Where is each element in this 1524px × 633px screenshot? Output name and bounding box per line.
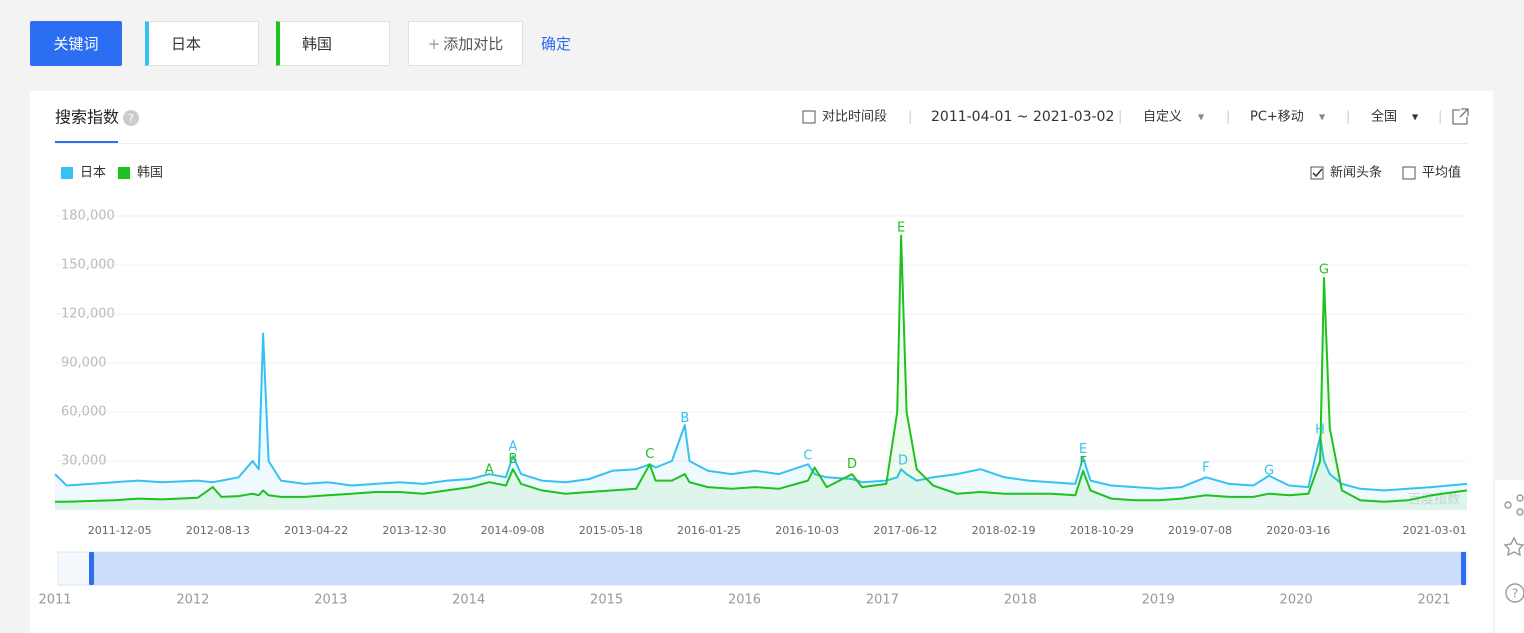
y-tick-label: 30,000 — [61, 454, 107, 469]
add-compare-label: 添加对比 — [443, 35, 504, 53]
legend-swatch — [61, 167, 73, 179]
navigator-year: 2018 — [1004, 593, 1037, 608]
x-tick-label: 2018-10-29 — [1070, 524, 1134, 537]
check-mark — [1312, 168, 1323, 178]
navigator-year: 2021 — [1417, 593, 1450, 608]
series-area — [55, 235, 1467, 510]
dropdown-arrow: ▼ — [1198, 113, 1205, 122]
news-annotation: E — [897, 221, 905, 236]
region-select[interactable]: 全国 — [1371, 109, 1397, 125]
navigator-year: 2013 — [314, 593, 347, 608]
separator: | — [1346, 110, 1350, 125]
x-tick-label: 2017-06-12 — [873, 524, 937, 537]
news-annotation: H — [1315, 422, 1325, 437]
x-tick-label: 2021-03-01 — [1403, 524, 1467, 537]
average-label: 平均值 — [1422, 165, 1461, 181]
x-tick-label: 2020-03-16 — [1266, 524, 1330, 537]
panel — [30, 91, 1493, 633]
navigator-year: 2014 — [452, 593, 485, 608]
news-annotation: B — [508, 452, 517, 467]
help-icon-mark: ? — [128, 112, 134, 125]
x-tick-label: 2011-12-05 — [88, 524, 152, 537]
series-area — [55, 333, 1467, 510]
x-tick-label: 2018-02-19 — [972, 524, 1036, 537]
x-tick-label: 2015-05-18 — [579, 524, 643, 537]
plus-icon: + — [427, 34, 441, 53]
news-annotation: E — [1079, 442, 1087, 457]
news-annotation: A — [485, 462, 494, 477]
separator: | — [1226, 110, 1230, 125]
average-checkbox[interactable] — [1402, 166, 1416, 180]
period-select[interactable]: 自定义 — [1143, 110, 1182, 125]
help-side-icon[interactable]: ? — [1512, 587, 1518, 601]
navigator-year: 2016 — [728, 593, 761, 608]
watermark: 百度指数 — [1408, 492, 1460, 508]
navigator-selection[interactable] — [91, 552, 1464, 585]
x-tick-label: 2013-04-22 — [284, 524, 348, 537]
news-annotation: G — [1319, 262, 1329, 277]
x-tick-label: 2016-01-25 — [677, 524, 741, 537]
side-toolbar — [1495, 480, 1524, 633]
navigator-year: 2015 — [590, 593, 623, 608]
device-select[interactable]: PC+移动 — [1250, 110, 1304, 125]
dropdown-arrow: ▼ — [1319, 113, 1326, 122]
keyword-input[interactable]: 日本 — [145, 21, 259, 66]
x-tick-label: 2016-10-03 — [775, 524, 839, 537]
x-tick-label: 2014-09-08 — [481, 524, 545, 537]
navigator-year: 2012 — [176, 593, 209, 608]
series-line — [55, 234, 1468, 503]
y-tick-label: 60,000 — [61, 405, 107, 420]
separator: | — [908, 110, 912, 125]
news-annotation: C — [645, 447, 654, 462]
dropdown-arrow: ▼ — [1412, 113, 1419, 122]
keyword-input[interactable]: 韩国 — [276, 21, 390, 66]
news-annotation: C — [803, 449, 812, 464]
compare-checkbox[interactable] — [802, 110, 816, 124]
date-range[interactable]: 2011-04-01 ~ 2021-03-02 — [931, 109, 1114, 125]
tab-underline — [55, 141, 118, 143]
confirm-link[interactable]: 确定 — [541, 35, 572, 53]
news-annotation: G — [1264, 463, 1274, 478]
news-label: 新闻头条 — [1330, 165, 1382, 181]
navigator-handle[interactable] — [1461, 552, 1466, 585]
navigator-handle[interactable] — [89, 552, 94, 585]
tab-title[interactable]: 搜索指数 — [55, 108, 119, 127]
export-icon[interactable] — [1452, 108, 1469, 125]
navigator-year: 2020 — [1280, 593, 1313, 608]
news-annotation: B — [680, 411, 689, 426]
add-compare-button[interactable]: + 添加对比 — [408, 21, 523, 66]
legend-label: 韩国 — [137, 166, 163, 181]
navigator-year: 2019 — [1142, 593, 1175, 608]
side-icons — [1503, 494, 1524, 603]
x-tick-label: 2019-07-08 — [1168, 524, 1232, 537]
navigator-year: 2017 — [866, 593, 899, 608]
news-annotation: D — [898, 454, 908, 469]
x-tick-label: 2013-12-30 — [382, 524, 446, 537]
news-annotation: F — [1079, 455, 1086, 470]
y-tick-label: 180,000 — [61, 209, 115, 224]
news-annotation: D — [847, 457, 857, 472]
y-tick-label: 120,000 — [61, 307, 115, 322]
y-tick-label: 90,000 — [61, 356, 107, 371]
separator: | — [1118, 110, 1122, 125]
legend-label: 日本 — [80, 166, 106, 181]
series-line — [54, 332, 1468, 492]
x-tick-label: 2012-08-13 — [186, 524, 250, 537]
news-checkbox[interactable] — [1310, 166, 1324, 180]
legend-swatch — [118, 167, 130, 179]
navigator-year: 2011 — [38, 593, 71, 608]
news-annotation: F — [1202, 461, 1209, 476]
keyword-button[interactable]: 关键词 — [30, 21, 122, 66]
compare-label: 对比时间段 — [822, 110, 887, 125]
news-annotation: A — [508, 439, 517, 454]
help-icon[interactable] — [123, 110, 139, 126]
y-tick-label: 150,000 — [61, 258, 115, 273]
separator: | — [1438, 110, 1442, 125]
